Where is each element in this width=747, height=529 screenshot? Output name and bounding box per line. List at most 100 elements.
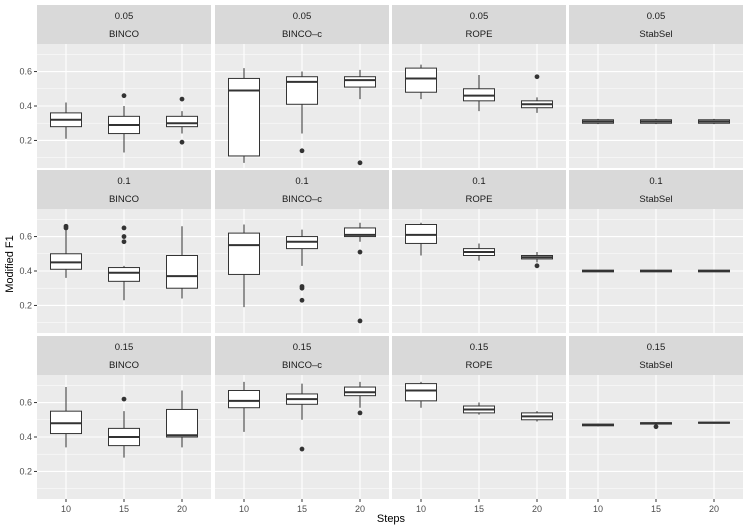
facet-strip	[392, 5, 566, 44]
boxplot-steps-20	[698, 118, 730, 125]
y-axes: 0.2 0.4 0.6 0.2 0.4 0.6 0.2 0.4 0.6	[19, 67, 37, 476]
y-tick-label: 0.6	[19, 67, 32, 77]
facet-panel-0-05-binco: 0.05 BINCO	[37, 5, 211, 168]
outlier-point	[121, 93, 127, 99]
boxplot-steps-15	[108, 396, 140, 458]
outlier-point	[299, 285, 305, 291]
strip-row-label: 0.1	[472, 176, 485, 187]
facet-strip	[392, 336, 566, 375]
boxplot-steps-15	[463, 243, 495, 261]
boxplot-steps-15	[286, 71, 318, 154]
x-tick-label: 20	[355, 504, 365, 514]
y-tick-label: 0.4	[19, 266, 32, 276]
boxplot-steps-20	[166, 226, 198, 299]
facet-panels: 0.05BINCO0.05BINCO–c0.05ROPE0.05StabSel0…	[37, 5, 743, 499]
box-iqr	[228, 232, 260, 275]
outlier-point	[357, 160, 363, 166]
boxplot-steps-15	[640, 269, 672, 273]
facet-strip	[215, 5, 389, 44]
strip-col-label: BINCO	[109, 194, 139, 205]
boxplot-steps-15	[463, 75, 495, 112]
boxplot-steps-10	[582, 423, 614, 427]
boxplot-steps-20	[166, 96, 198, 145]
x-tick-label: 15	[297, 504, 307, 514]
facet-panel-0-05-rope: 0.05 ROPE	[392, 5, 566, 168]
y-tick-label: 0.4	[19, 101, 32, 111]
x-tick-label: 15	[119, 504, 129, 514]
boxplot-steps-20	[521, 252, 553, 269]
strip-row-label: 0.05	[293, 11, 312, 22]
box-iqr	[166, 115, 198, 128]
strip-col-label: StabSel	[639, 29, 672, 40]
x-tick-label: 20	[532, 504, 542, 514]
strip-col-label: BINCO–c	[282, 194, 322, 205]
box-iqr	[166, 255, 198, 289]
strip-col-label: ROPE	[466, 29, 493, 40]
outlier-point	[357, 249, 363, 255]
outlier-point	[299, 297, 305, 303]
strip-col-label: BINCO	[109, 360, 139, 371]
y-tick-label: 0.4	[19, 432, 32, 442]
y-tick-label: 0.2	[19, 300, 32, 310]
boxplot-steps-20	[344, 222, 376, 324]
facet-panel-0-15-rope: 0.15 ROPE	[392, 336, 566, 499]
box-iqr	[405, 67, 437, 93]
facet-panel-0-15-stabsel: 0.15 StabSel	[569, 336, 743, 499]
facet-panel-0-1-stabsel: 0.1 StabSel	[569, 170, 743, 333]
y-tick-label: 0.6	[19, 398, 32, 408]
strip-row-label: 0.15	[647, 342, 666, 353]
outlier-point	[534, 74, 540, 80]
facet-strip	[392, 170, 566, 209]
boxplot-steps-10	[228, 224, 260, 308]
boxplot-steps-10	[405, 64, 437, 100]
strip-col-label: ROPE	[466, 360, 493, 371]
boxplot-steps-20	[166, 390, 198, 448]
outlier-point	[299, 446, 305, 452]
boxplot-steps-10	[228, 68, 260, 163]
boxplot-steps-15	[108, 225, 140, 301]
box-iqr	[344, 227, 376, 238]
strip-col-label: StabSel	[639, 194, 672, 205]
boxplot-steps-10	[50, 223, 82, 278]
box-iqr	[344, 76, 376, 88]
boxplot-steps-15	[640, 422, 672, 430]
x-axis-title: Steps	[377, 513, 406, 525]
x-tick-label: 15	[474, 504, 484, 514]
facet-strip	[569, 170, 743, 209]
boxplot-steps-10	[582, 118, 614, 125]
outlier-point	[63, 225, 69, 231]
strip-row-label: 0.05	[115, 11, 134, 22]
outlier-point	[299, 148, 305, 154]
box-iqr	[405, 383, 437, 402]
box-iqr	[286, 76, 318, 105]
strip-row-label: 0.1	[117, 176, 130, 187]
boxplot-steps-20	[698, 421, 730, 424]
box-iqr	[108, 267, 140, 282]
strip-row-label: 0.15	[293, 342, 312, 353]
boxplot-steps-20	[698, 269, 730, 273]
boxplot-steps-10	[228, 381, 260, 432]
strip-col-label: ROPE	[466, 194, 493, 205]
y-tick-label: 0.2	[19, 466, 32, 476]
strip-row-label: 0.05	[470, 11, 489, 22]
x-tick-label: 10	[416, 504, 426, 514]
boxplot-steps-15	[463, 402, 495, 415]
boxplot-steps-20	[521, 411, 553, 422]
x-tick-label: 20	[709, 504, 719, 514]
facet-panel-0-05-binco-c: 0.05 BINCO–c	[215, 5, 389, 168]
facet-panel-0-1-binco: 0.1 BINCO	[37, 170, 211, 333]
box-iqr	[166, 408, 198, 438]
y-axis-title: Modified F1	[4, 235, 16, 292]
outlier-point	[179, 139, 185, 145]
y-tick-label: 0.2	[19, 135, 32, 145]
y-tick-label: 0.6	[19, 232, 32, 242]
outlier-point	[534, 263, 540, 269]
strip-col-label: StabSel	[639, 360, 672, 371]
boxplot-steps-15	[640, 118, 672, 125]
facet-strip	[37, 336, 211, 375]
outlier-point	[121, 225, 127, 231]
outlier-point	[121, 234, 127, 239]
facet-panel-0-15-binco: 0.15 BINCO	[37, 336, 211, 499]
facet-strip	[37, 170, 211, 209]
strip-col-label: BINCO–c	[282, 360, 322, 371]
